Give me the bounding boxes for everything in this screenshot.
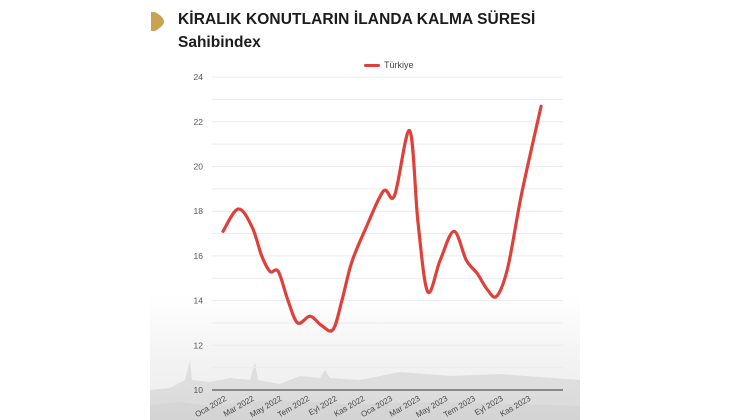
y-tick-label: 14	[194, 296, 204, 306]
series-line-turkiye[interactable]	[221, 104, 543, 333]
y-tick-label: 24	[194, 72, 204, 82]
y-tick-label: 10	[194, 385, 204, 395]
legend-line-swatch-icon	[364, 63, 380, 67]
x-tick-label: Tem 2023	[442, 394, 477, 420]
x-tick-label: Tem 2022	[276, 394, 311, 420]
legend-label-turkiye: Türkiye	[384, 60, 414, 70]
gold-arrow-marker-icon	[151, 12, 164, 31]
chart-title: KİRALIK KONUTLARIN İLANDA KALMA SÜRESİ	[178, 11, 536, 28]
chart-subtitle: Sahibindex	[178, 34, 261, 51]
chart-legend[interactable]: Türkiye	[364, 60, 414, 70]
y-axis-ticks: 10 12 14 16 18 20 22 24	[194, 72, 204, 395]
gridlines	[212, 76, 563, 369]
chart-background-panel	[150, 0, 580, 420]
y-tick-label: 12	[194, 340, 204, 350]
y-tick-label: 18	[194, 206, 204, 216]
x-tick-label: Kas 2023	[498, 394, 532, 419]
y-tick-label: 20	[194, 162, 204, 172]
y-tick-label: 16	[194, 251, 204, 261]
x-tick-label: Oca 2022	[193, 394, 228, 419]
y-tick-label: 22	[194, 117, 204, 127]
x-tick-label: Oca 2023	[359, 394, 394, 419]
